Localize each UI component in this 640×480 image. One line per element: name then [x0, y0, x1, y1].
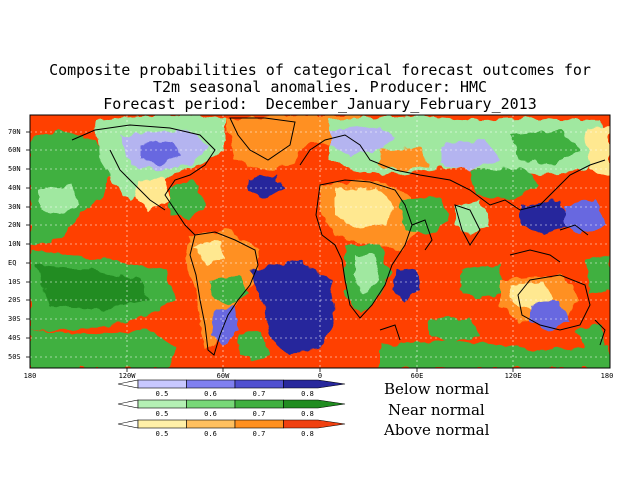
probability-field — [30, 115, 610, 368]
colorbar-tick-label: 0.6 — [204, 430, 217, 438]
colorbar-tick-label: 0.5 — [156, 430, 169, 438]
colorbar-above-normal: 0.5 0.6 0.7 0.8 — [117, 419, 346, 438]
lon-tick-label: 60E — [411, 372, 424, 380]
colorbar-tick-label: 0.7 — [253, 410, 266, 418]
colorbar-segment — [186, 379, 236, 389]
colorbar-tick-label: 0.5 — [156, 410, 169, 418]
colorbar-segment — [234, 419, 284, 429]
colorbar-label-above-normal: Above normal — [384, 421, 490, 439]
colorbar-below-normal: 0.5 0.6 0.7 0.8 — [117, 379, 346, 398]
lat-tick-label: 10N — [8, 240, 21, 248]
longitude-ticks — [126, 368, 514, 372]
colorbar-segment — [137, 379, 187, 389]
colorbar-tick-label: 0.6 — [204, 410, 217, 418]
lat-tick-label: 20N — [8, 221, 21, 229]
lat-tick-label: 30N — [8, 203, 21, 211]
lat-tick-label: 70N — [8, 128, 21, 136]
colorbar-segment — [234, 379, 284, 389]
colorbar-tick-label: 0.5 — [156, 390, 169, 398]
colorbar-start-arrow — [117, 419, 139, 429]
lon-tick-label: 180 — [601, 372, 614, 380]
colorbar-segment — [186, 419, 236, 429]
chart-title-line-3: Forecast period: December_January_Februa… — [103, 95, 537, 113]
colorbar-start-arrow — [117, 379, 139, 389]
colorbar-near-normal: 0.5 0.6 0.7 0.8 — [117, 399, 346, 418]
colorbar-segment — [283, 399, 346, 409]
colorbar-segment — [283, 379, 346, 389]
lon-tick-label: 120E — [505, 372, 522, 380]
colorbar-segment — [186, 399, 236, 409]
colorbar-tick-label: 0.7 — [253, 430, 266, 438]
lon-tick-label: 180 — [24, 372, 37, 380]
lat-tick-label: 50N — [8, 165, 21, 173]
lat-tick-label: 10S — [8, 278, 21, 286]
lat-tick-label: 30S — [8, 315, 21, 323]
lat-tick-label: 40S — [8, 334, 21, 342]
lon-tick-label: 0 — [318, 372, 322, 380]
colorbar-label-below-normal: Below normal — [384, 380, 490, 398]
probability-blotches — [30, 115, 610, 368]
colorbar-tick-label: 0.8 — [301, 410, 314, 418]
colorbar-label-near-normal: Near normal — [388, 401, 485, 419]
latitude-ticks — [26, 131, 30, 358]
latitude-labels: 70N 60N 50N 40N 30N 20N 10N EQ 10S 20S 3… — [8, 128, 21, 361]
coastlines — [71, 117, 606, 356]
lat-tick-label: 60N — [8, 146, 21, 154]
colorbar-tick-label: 0.6 — [204, 390, 217, 398]
colorbar-legend: 0.5 0.6 0.7 0.8 0.5 0.6 0.7 0.8 0.5 0.6 0.7 0.8 — [117, 379, 346, 438]
lat-tick-label: 40N — [8, 184, 21, 192]
colorbar-segment — [234, 399, 284, 409]
lon-tick-label: 60W — [217, 372, 230, 380]
colorbar-segment — [283, 419, 346, 429]
chart-title-line-2: T2m seasonal anomalies. Producer: HMC — [152, 78, 488, 96]
colorbar-segment — [137, 399, 187, 409]
lon-tick-label: 120W — [119, 372, 137, 380]
colorbar-tick-label: 0.7 — [253, 390, 266, 398]
lat-tick-label: 50S — [8, 353, 21, 361]
colorbar-tick-label: 0.8 — [301, 390, 314, 398]
lat-tick-label: 20S — [8, 296, 21, 304]
lat-tick-label: EQ — [8, 259, 16, 267]
colorbar-segment — [137, 419, 187, 429]
longitude-labels: 180 120W 60W 0 60E 120E 180 — [24, 372, 614, 380]
colorbar-tick-label: 0.8 — [301, 430, 314, 438]
colorbar-start-arrow — [117, 399, 139, 409]
chart-title-line-1: Composite probabilities of categorical f… — [49, 61, 591, 79]
